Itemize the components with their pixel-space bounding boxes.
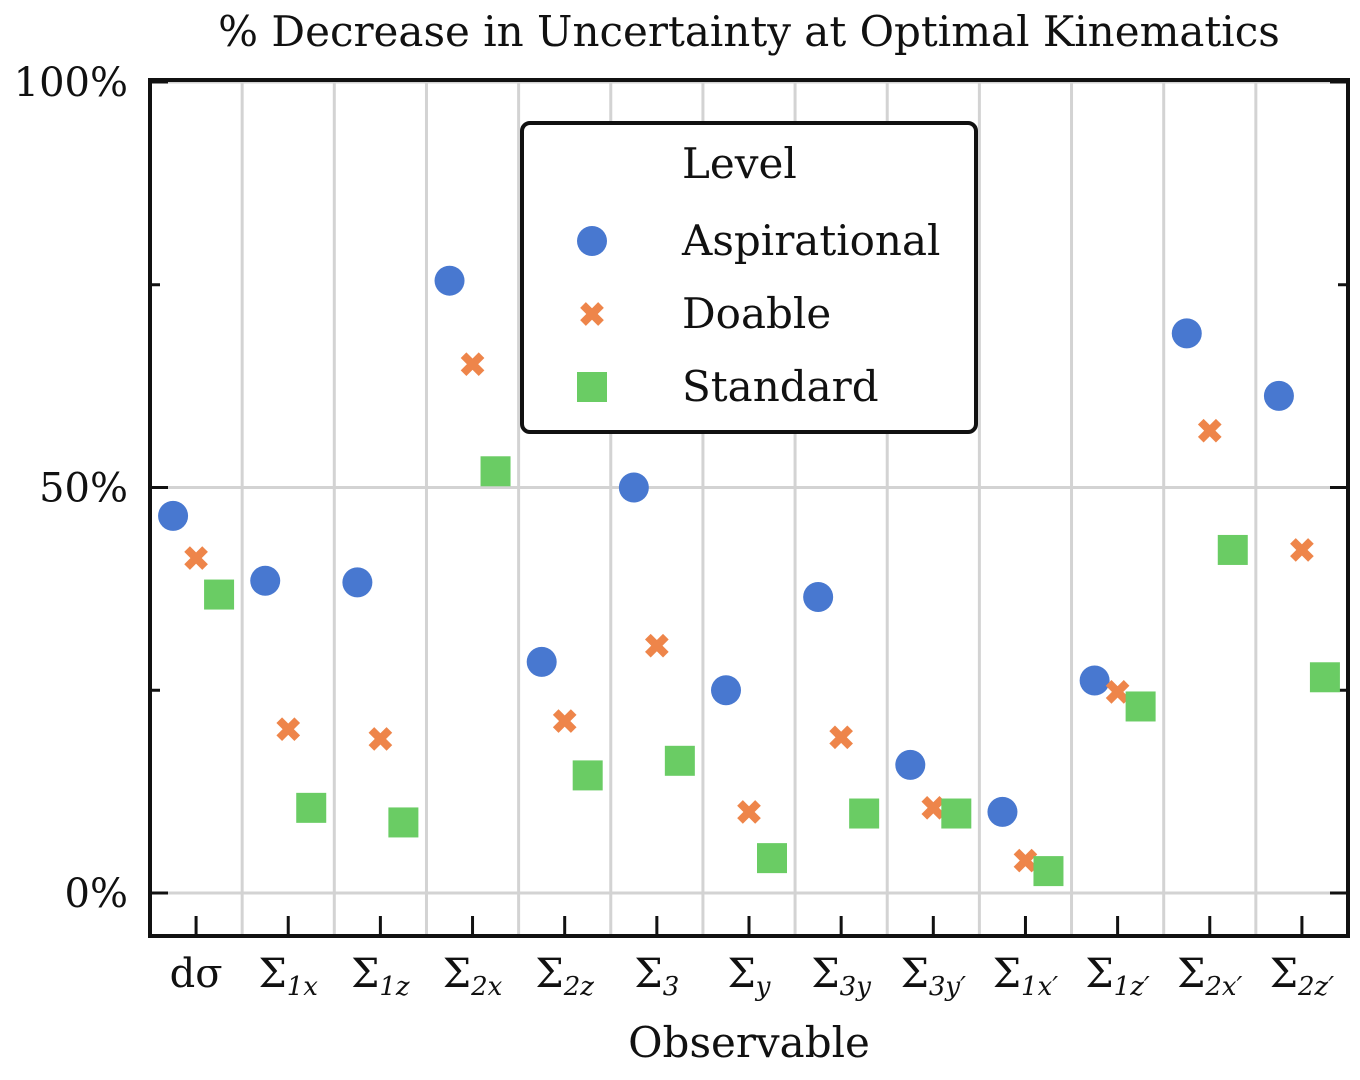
x-tick-label: Σ2z′ [1270,951,1335,1002]
x-tick-label: Σ2z [535,951,594,1002]
point-standard-3 [480,456,511,487]
x-tick-label: Σ2x [443,951,503,1002]
point-standard-4 [572,760,603,791]
x-tick-label-subscript: 1x′ [1021,972,1058,1002]
legend-box [520,121,978,434]
x-tick-label-main: Σ [258,951,286,997]
y-tick-label: 100% [14,60,128,106]
point-standard-12 [1309,662,1340,693]
data-points [158,265,1340,887]
y-tick-labels: 0% 50% 100% [14,60,128,917]
x-tick-label-subscript: 2x′ [1204,972,1242,1002]
x-tick-label: Σ3y [811,951,871,1002]
x-tick-label-main: Σ [728,951,756,997]
point-doable-1 [276,717,301,742]
legend-marker-standard [577,372,607,402]
axis-ticks [150,80,1348,936]
x-tick-label: Σ1x [258,951,318,1002]
x-tick-label-main: Σ [1177,951,1205,997]
point-standard-10 [1125,691,1156,722]
point-doable-4 [552,709,577,733]
point-standard-6 [757,843,787,874]
x-tick-label-subscript: 2z [563,972,595,1002]
point-standard-11 [1217,534,1248,565]
x-tick-label: Σ2x′ [1177,951,1242,1002]
x-tick-label-subscript: 2x [470,972,503,1002]
point-aspirational-8 [895,749,926,780]
point-doable-11 [1197,418,1222,443]
x-tick-label-main: Σ [811,951,839,997]
point-aspirational-9 [987,796,1018,827]
x-tick-label: Σ3 [634,951,679,1002]
x-tick-label-main: Σ [1270,951,1298,997]
legend-label-aspirational: Aspirational [681,216,940,265]
x-tick-label-main: Σ [443,951,471,997]
point-doable-7 [829,725,853,750]
point-aspirational-10 [1079,665,1110,696]
x-tick-label-subscript: 1z [379,972,410,1002]
point-doable-2 [368,727,393,751]
point-standard-5 [664,745,695,776]
legend-title: Level [682,139,797,188]
x-tick-label: Σy [728,951,771,1002]
x-tick-label-subscript: 2z′ [1297,972,1334,1002]
x-tick-labels: dσ Σ1x Σ1z Σ2x Σ2z Σ3 Σy Σ3y Σ3y′ Σ1x′ Σ1z′ Σ2x′ Σ2z… [170,951,1335,1002]
point-aspirational-11 [1171,318,1202,349]
point-aspirational-6 [711,675,741,706]
x-tick-label-subscript: 3 [663,972,680,1002]
legend: Level Aspirational Doable Standard [520,121,978,434]
point-doable-8 [921,796,946,820]
x-tick-label-main: Σ [351,951,379,997]
x-axis-label: Observable [628,1018,870,1067]
point-aspirational-1 [250,565,281,596]
x-tick-label-main: Σ [634,951,662,997]
x-tick-label-subscript: 1z′ [1114,972,1150,1002]
point-aspirational-4 [526,646,557,677]
point-aspirational-3 [434,265,465,296]
point-standard-0 [204,579,235,610]
x-tick-label: Σ1z [351,951,410,1002]
x-tick-label: Σ1z′ [1085,951,1150,1002]
x-tick-label-main: Σ [901,951,929,997]
point-aspirational-2 [342,567,373,598]
legend-marker-doable [580,302,604,326]
legend-label-doable: Doable [682,289,831,338]
point-doable-3 [460,352,485,377]
point-doable-0 [184,546,208,570]
point-standard-7 [849,798,880,829]
point-doable-12 [1290,538,1314,562]
x-tick-label-subscript: y [755,972,771,1002]
point-doable-5 [645,633,669,658]
y-tick-label: 50% [39,466,128,512]
x-tick-label: dσ [170,951,223,997]
x-tick-label: Σ1x′ [993,951,1058,1002]
point-aspirational-5 [618,472,649,503]
point-standard-1 [296,792,327,823]
x-tick-label-subscript: 3y′ [929,972,966,1002]
point-doable-10 [1105,680,1130,704]
x-tick-label-main: Σ [535,951,563,997]
legend-label-standard: Standard [682,362,879,411]
point-standard-8 [941,798,972,829]
x-tick-label-main: Σ [993,951,1021,997]
chart-title: % Decrease in Uncertainty at Optimal Kin… [218,7,1280,56]
y-tick-label: 0% [65,871,128,917]
point-doable-9 [1013,848,1038,873]
point-standard-9 [1033,856,1064,887]
point-aspirational-7 [803,581,834,612]
point-doable-6 [737,800,761,824]
point-aspirational-0 [158,500,189,531]
x-tick-label-subscript: 1x [287,972,319,1002]
point-aspirational-12 [1263,380,1294,411]
legend-marker-aspirational [577,226,607,256]
x-tick-label-main: Σ [1085,951,1113,997]
point-standard-2 [388,807,419,838]
x-tick-label-subscript: 3y [840,972,872,1002]
x-tick-label: Σ3y′ [901,951,967,1002]
